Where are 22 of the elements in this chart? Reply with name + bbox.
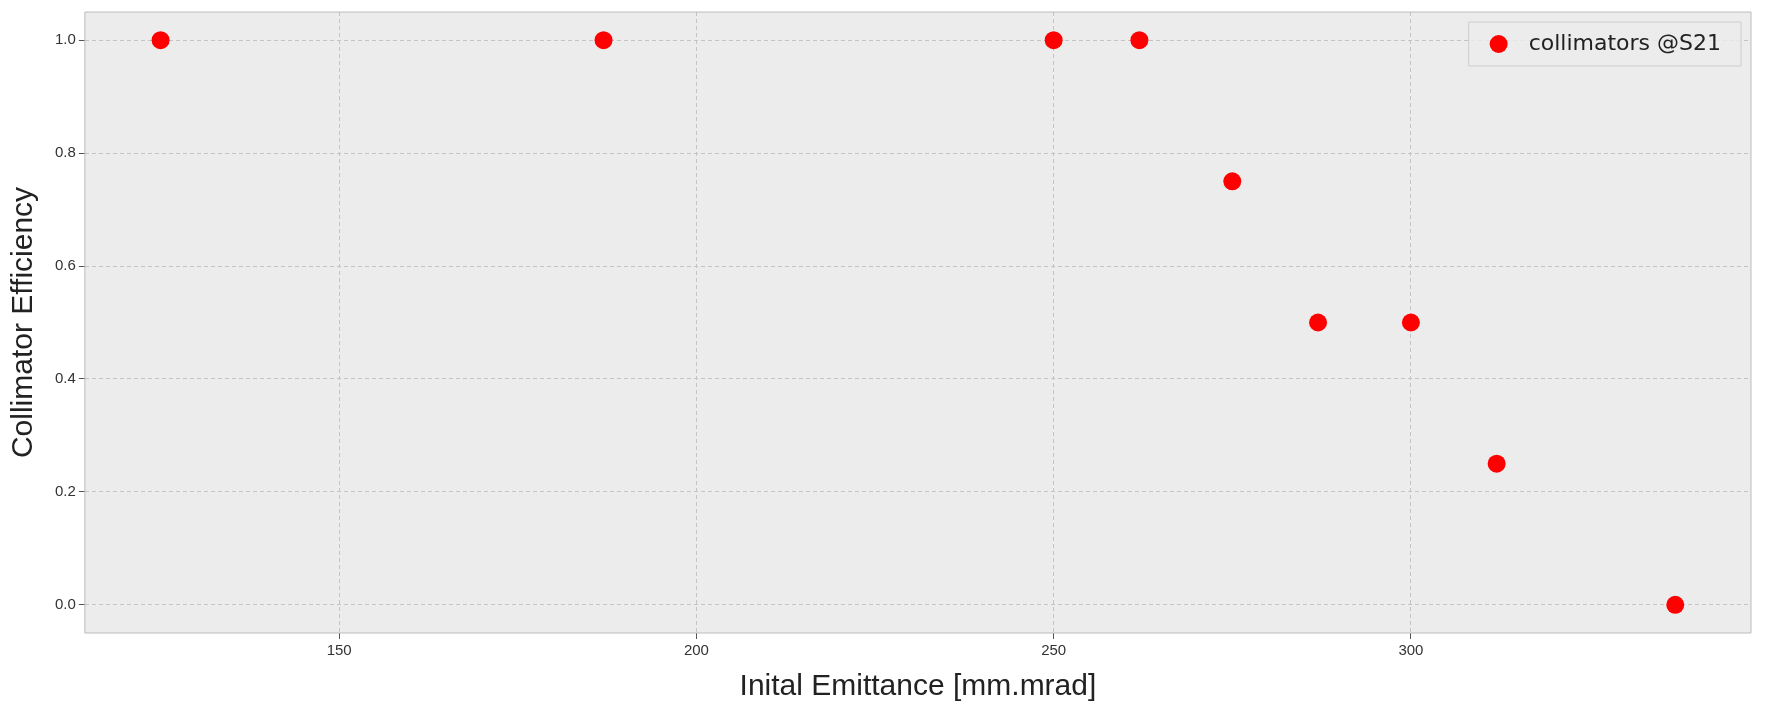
- point: [1401, 313, 1420, 332]
- point: [1309, 313, 1328, 332]
- y-tick-label: 0.4: [54, 369, 76, 387]
- x-tick-label: 250: [1041, 641, 1067, 659]
- point: [1666, 595, 1685, 614]
- x-tick-label: 300: [1398, 641, 1424, 659]
- y-axis-title: Collimator Efficiency: [5, 186, 39, 459]
- y-tick-label: 1.0: [54, 30, 76, 48]
- y-tick-label: 0.8: [54, 143, 76, 161]
- y-tick-label: 0.6: [54, 256, 76, 274]
- point: [1130, 31, 1149, 50]
- point: [151, 31, 170, 50]
- y-tick-label: 0.0: [54, 594, 76, 612]
- point: [1044, 31, 1063, 50]
- x-axis-title: Inital Emittance [mm.mrad]: [739, 668, 1097, 702]
- legend-label: collimators @S21: [1528, 29, 1722, 55]
- point: [1487, 454, 1506, 473]
- point: [594, 31, 613, 50]
- x-tick-label: 150: [326, 641, 352, 659]
- y-tick-label: 0.2: [54, 482, 76, 499]
- point: [1223, 172, 1242, 191]
- x-tick-label: 200: [683, 641, 709, 659]
